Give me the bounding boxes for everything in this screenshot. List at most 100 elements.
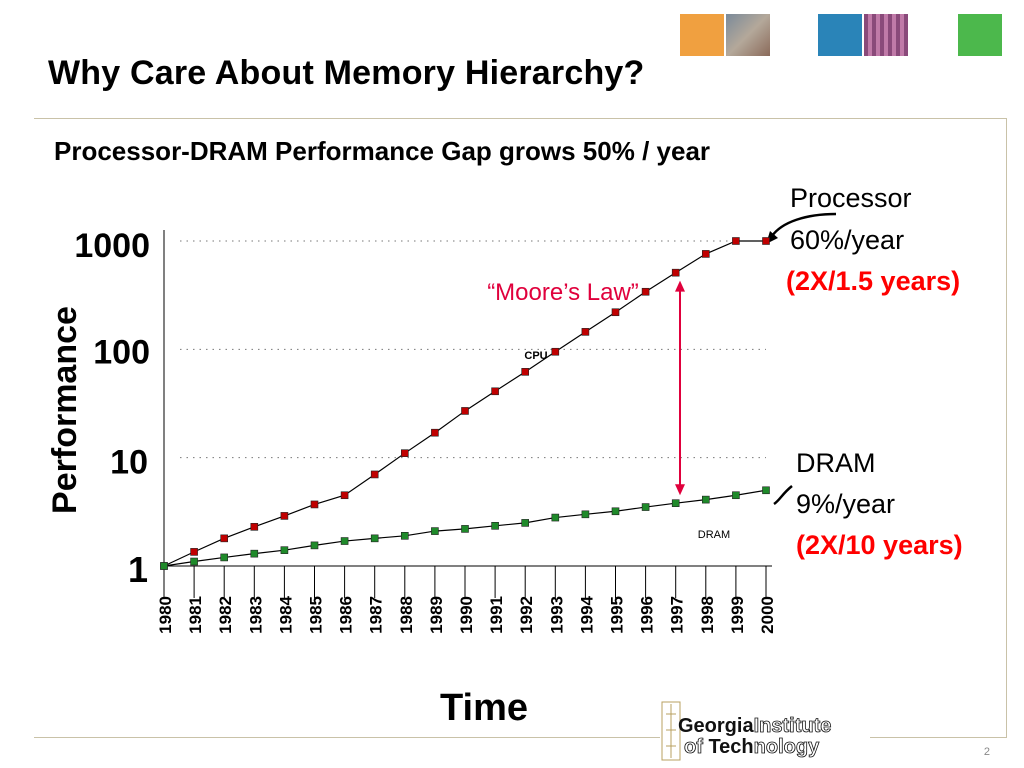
x-tick-label: 1997 [668, 596, 687, 634]
data-point-cpu [431, 428, 439, 437]
logo-of: of [684, 736, 708, 758]
data-point-dram [160, 562, 168, 570]
georgia-tech-logo: GeorgiaInstitute of Technology [661, 701, 832, 761]
data-point-dram [671, 499, 680, 507]
series-line-cpu [163, 240, 766, 567]
data-point-dram [491, 522, 499, 530]
data-point-dram [641, 503, 650, 511]
data-point-cpu [701, 250, 710, 258]
circuit-tile [864, 14, 908, 56]
x-tick-label: 1995 [608, 596, 627, 634]
x-tick-label: 1981 [186, 596, 205, 634]
logo-backdrop [660, 696, 870, 762]
svg-text:GeorgiaInstitute: GeorgiaInstitute [678, 715, 831, 737]
x-tick-label: 1980 [156, 596, 175, 634]
data-point-dram [431, 527, 439, 535]
logo-tower-icon [661, 701, 681, 761]
y-tick-label: 1000 [74, 227, 150, 265]
data-point-dram [701, 495, 710, 504]
data-point-dram [190, 557, 198, 566]
data-point-cpu [491, 387, 499, 396]
x-tick-label: 1987 [367, 596, 386, 634]
x-tick-label: 1999 [728, 596, 747, 634]
x-tick-label: 2000 [758, 596, 777, 634]
data-point-cpu [732, 237, 740, 245]
x-tick-label: 1998 [698, 596, 717, 634]
moore-law-label: “Moore’s Law” [487, 279, 639, 306]
x-tick-label: 1994 [577, 595, 596, 633]
data-point-cpu [370, 470, 379, 479]
svg-text:of Technology: of Technology [684, 736, 820, 758]
photo-tile [726, 14, 770, 56]
data-point-dram [370, 534, 379, 543]
data-point-cpu [461, 407, 469, 415]
y-axis-label: Performance [46, 306, 84, 514]
data-point-cpu [400, 449, 409, 457]
x-tick-label: 1985 [307, 596, 326, 634]
x-tick-label: 1990 [457, 596, 476, 634]
x-tick-label: 1986 [337, 596, 356, 634]
y-tick-label: 1 [128, 549, 148, 590]
slide-title: Why Care About Memory Hierarchy? [48, 54, 645, 92]
data-point-dram [461, 525, 469, 533]
blue-tile [818, 14, 862, 56]
x-tick-label: 1984 [276, 595, 295, 633]
data-point-cpu [671, 268, 680, 277]
dram-title: DRAM [796, 448, 876, 478]
data-point-dram [521, 519, 530, 527]
slide-subtitle: Processor-DRAM Performance Gap grows 50%… [54, 136, 711, 166]
data-point-dram [250, 549, 259, 558]
content-frame [34, 118, 1007, 738]
data-point-dram [611, 507, 620, 516]
logo-tech: Tech [708, 736, 753, 758]
data-point-dram [310, 541, 319, 550]
x-tick-label: 1996 [638, 596, 657, 634]
x-tick-label: 1983 [246, 596, 265, 634]
y-tick-label: 10 [110, 444, 148, 482]
data-point-cpu [280, 512, 289, 520]
data-point-cpu [641, 287, 650, 296]
data-point-dram [581, 510, 590, 519]
x-axis-label: Time [440, 687, 528, 729]
data-point-cpu [310, 500, 319, 509]
data-point-cpu [340, 491, 349, 500]
dram-pointer-curve [773, 485, 793, 506]
dram-series-label: DRAM [698, 529, 730, 541]
dram-rate: 9%/year [796, 489, 895, 519]
logo-nology: nology [754, 736, 820, 758]
data-point-dram [340, 537, 349, 545]
data-point-dram [220, 553, 228, 562]
data-point-cpu [611, 308, 620, 317]
processor-doubling: (2X/1.5 years) [786, 266, 960, 296]
data-point-cpu [581, 328, 590, 336]
data-point-dram [551, 513, 560, 522]
page-number: 2 [983, 746, 990, 758]
data-point-cpu [250, 523, 259, 531]
data-point-cpu [551, 347, 560, 356]
x-tick-label: 1989 [427, 596, 446, 634]
data-point-dram [280, 546, 289, 554]
gap-arrow-head-top [675, 280, 685, 292]
x-tick-label: 1991 [487, 596, 506, 634]
data-point-cpu [521, 368, 530, 376]
logo-institute: Institute [754, 715, 832, 737]
data-point-cpu [762, 237, 770, 245]
data-point-cpu [190, 548, 198, 556]
processor-pointer-curve [770, 212, 837, 237]
x-tick-label: 1988 [397, 596, 416, 634]
data-point-dram [732, 491, 740, 500]
processor-rate: 60%/year [790, 225, 904, 255]
dram-doubling: (2X/10 years) [796, 530, 963, 560]
green-tile [958, 14, 1002, 56]
gap-arrow-head-bottom [675, 484, 685, 496]
x-tick-label: 1982 [216, 596, 235, 634]
orange-tile [680, 14, 724, 56]
cpu-series-label: CPU [524, 350, 547, 362]
processor-title: Processor [790, 183, 912, 213]
x-tick-label: 1992 [517, 596, 536, 634]
data-point-cpu [220, 534, 228, 543]
data-point-dram [762, 486, 770, 495]
data-point-dram [400, 532, 409, 540]
y-tick-label: 100 [93, 333, 150, 371]
